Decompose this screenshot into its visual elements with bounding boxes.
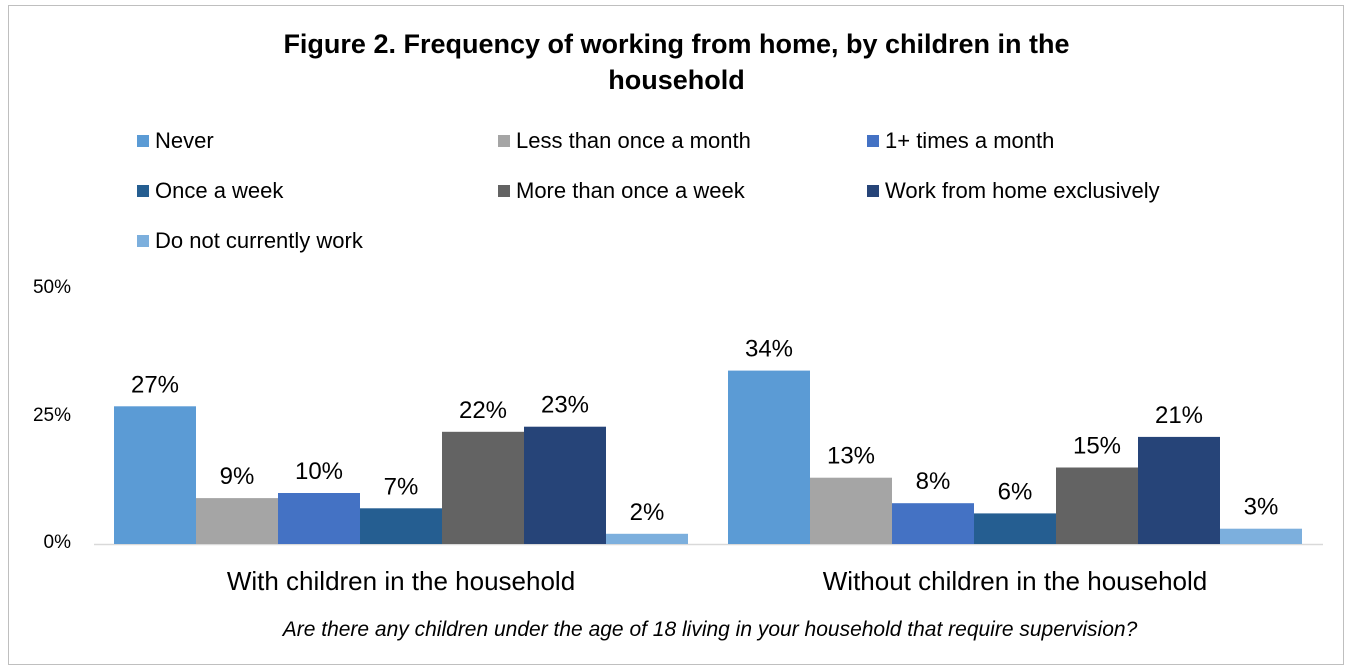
bar	[1056, 467, 1138, 544]
bar	[278, 493, 360, 544]
bar	[728, 370, 810, 544]
legend-label: Do not currently work	[155, 228, 363, 253]
bar-data-label: 3%	[1244, 494, 1279, 521]
legend-item: 1+ times a month	[867, 128, 1054, 154]
legend-swatch	[498, 185, 510, 197]
legend-swatch	[498, 135, 510, 147]
x-category-label: Without children in the household	[822, 566, 1208, 596]
chart-title-line-2: household	[608, 65, 745, 95]
legend-item: Once a week	[137, 178, 283, 204]
chart-title: Figure 2. Frequency of working from home…	[0, 26, 1353, 98]
y-tick-label: 25%	[32, 404, 71, 426]
x-category-label: With children in the household	[226, 566, 576, 596]
y-tick-label: 0%	[43, 532, 71, 553]
legend-swatch	[137, 135, 149, 147]
bar	[524, 426, 606, 544]
bar	[360, 508, 442, 544]
bar-data-label: 27%	[131, 371, 179, 398]
legend-label: Less than once a month	[516, 128, 751, 153]
bar-data-label: 8%	[916, 468, 951, 495]
legend-swatch	[867, 185, 879, 197]
bar	[974, 513, 1056, 544]
legend-item: More than once a week	[498, 178, 745, 204]
chart-frame	[8, 5, 1344, 665]
bar	[810, 477, 892, 544]
bar-data-label: 9%	[220, 463, 255, 490]
legend-label: Never	[155, 128, 214, 153]
y-tick-label: 50%	[32, 277, 71, 298]
bar-data-label: 2%	[630, 499, 665, 526]
bar-data-label: 6%	[998, 478, 1033, 505]
chart-title-line-1: Figure 2. Frequency of working from home…	[283, 29, 1070, 59]
chart-legend: Never Less than once a month 1+ times a mo…	[0, 0, 1353, 260]
legend-label: Work from home exclusively	[885, 178, 1160, 203]
legend-swatch	[137, 235, 149, 247]
legend-item: Less than once a month	[498, 128, 751, 154]
legend-item: Work from home exclusively	[867, 178, 1160, 204]
bar-data-label: 22%	[459, 397, 507, 424]
legend-label: Once a week	[155, 178, 284, 203]
legend-item: Do not currently work	[137, 228, 363, 254]
bar-data-label: 10%	[295, 458, 343, 485]
bar	[1220, 528, 1302, 544]
bar-data-label: 21%	[1155, 402, 1203, 429]
bar	[196, 498, 278, 544]
bar	[1138, 436, 1220, 544]
legend-item: Never	[137, 128, 214, 154]
bar-data-label: 34%	[745, 336, 793, 363]
bar-data-label: 13%	[827, 443, 875, 470]
legend-label: 1+ times a month	[885, 128, 1055, 153]
legend-swatch	[137, 185, 149, 197]
bar-data-label: 7%	[384, 473, 419, 500]
legend-label: More than once a week	[516, 178, 745, 203]
bar-data-label: 15%	[1073, 433, 1121, 460]
bar	[442, 431, 524, 544]
bar	[114, 406, 196, 544]
bar-data-label: 23%	[541, 392, 589, 419]
legend-swatch	[867, 135, 879, 147]
chart-subtitle: Are there any children under the age of …	[282, 618, 1138, 641]
bar	[892, 503, 974, 544]
bar	[606, 533, 688, 544]
